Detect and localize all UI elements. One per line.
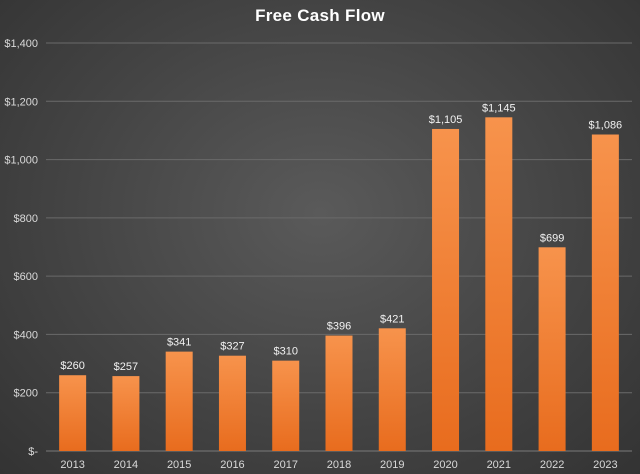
data-label-2020: $1,105 bbox=[429, 114, 463, 126]
data-label-2014: $257 bbox=[114, 361, 138, 373]
x-tick-label: 2021 bbox=[487, 459, 511, 471]
x-tick-label: 2014 bbox=[114, 459, 138, 471]
bar-2020 bbox=[432, 128, 460, 451]
y-tick-label: $600 bbox=[14, 271, 38, 283]
x-tick-label: 2019 bbox=[380, 459, 404, 471]
x-axis: 2013 2014 2015 2016 2017 2018 2019 2020 2021 2022… bbox=[60, 459, 617, 471]
bar-2021 bbox=[485, 117, 513, 452]
y-tick-label: $400 bbox=[14, 329, 38, 341]
chart-title: Free Cash Flow bbox=[255, 6, 385, 25]
bar-2017 bbox=[272, 360, 300, 451]
data-label-2016: $327 bbox=[220, 341, 244, 353]
bar-2014 bbox=[112, 376, 140, 451]
data-label-2015: $341 bbox=[167, 337, 191, 349]
x-tick-label: 2020 bbox=[433, 459, 457, 471]
bars bbox=[59, 117, 619, 452]
x-tick-label: 2017 bbox=[273, 459, 297, 471]
data-label-2018: $396 bbox=[327, 321, 351, 333]
bar-2022 bbox=[538, 247, 566, 451]
data-label-2021: $1,145 bbox=[482, 102, 516, 114]
y-tick-label: $- bbox=[28, 446, 38, 458]
x-tick-label: 2018 bbox=[327, 459, 351, 471]
data-label-2017: $310 bbox=[273, 346, 297, 358]
y-tick-label: $1,000 bbox=[4, 155, 38, 167]
bar-2019 bbox=[378, 328, 406, 451]
data-label-2022: $699 bbox=[540, 232, 564, 244]
data-label-2013: $260 bbox=[60, 360, 84, 372]
data-label-2023: $1,086 bbox=[589, 120, 623, 132]
y-tick-label: $1,200 bbox=[4, 96, 38, 108]
bar-2023 bbox=[591, 134, 619, 451]
bar-2016 bbox=[218, 355, 246, 451]
y-axis: $- $200 $400 $600 $800 $1,000 $1,200 $1,400 bbox=[4, 38, 38, 458]
x-tick-label: 2013 bbox=[60, 459, 84, 471]
x-tick-label: 2022 bbox=[540, 459, 564, 471]
x-tick-label: 2015 bbox=[167, 459, 191, 471]
y-tick-label: $200 bbox=[14, 388, 38, 400]
y-tick-label: $800 bbox=[14, 213, 38, 225]
bar-2013 bbox=[59, 375, 87, 451]
y-tick-label: $1,400 bbox=[4, 38, 38, 50]
data-labels: $260 $257 $341 $327 $310 $396 $421 $1,105 $1,145… bbox=[60, 102, 622, 373]
x-tick-label: 2023 bbox=[593, 459, 617, 471]
x-tick-label: 2016 bbox=[220, 459, 244, 471]
bar-2015 bbox=[165, 351, 193, 451]
data-label-2019: $421 bbox=[380, 313, 404, 325]
bar-2018 bbox=[325, 335, 353, 451]
